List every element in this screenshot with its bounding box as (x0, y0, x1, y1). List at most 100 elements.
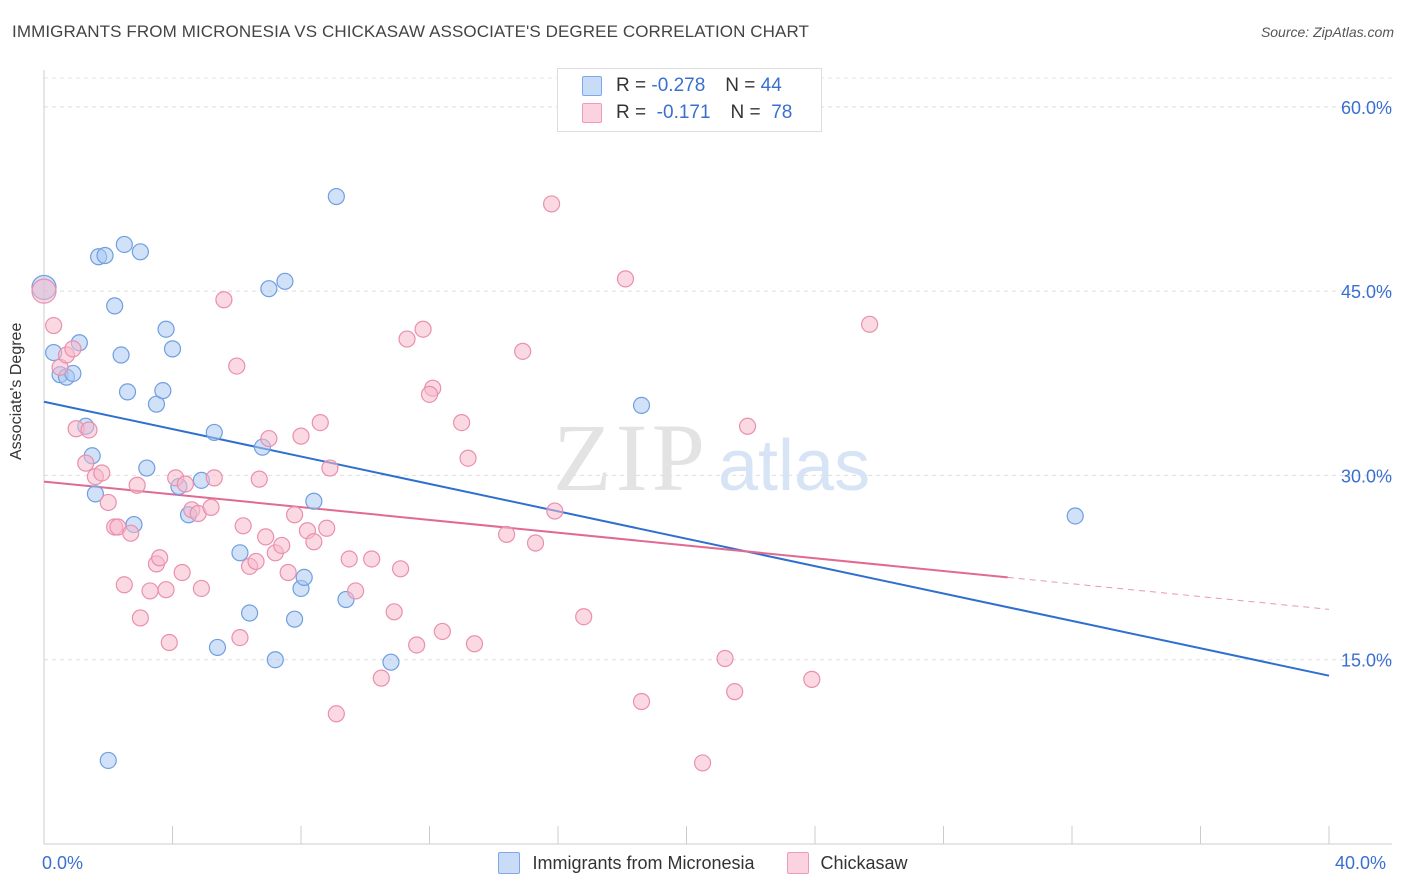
series-swatch-blue (498, 852, 521, 874)
point-chickasaw (693, 754, 712, 772)
point-chickasaw (363, 550, 381, 568)
point-chickasaw (45, 316, 63, 335)
series-label: Chickasaw (820, 852, 908, 873)
point-micronesia (138, 459, 156, 477)
correlation-legend: R = -0.278 N = 44 R = -0.171 N = 78 (557, 68, 822, 132)
point-micronesia (632, 396, 651, 414)
point-micronesia (382, 653, 400, 671)
point-chickasaw (414, 320, 432, 338)
point-chickasaw (738, 417, 757, 435)
series-legend-item-micronesia[interactable]: Immigrants from Micronesia (498, 852, 755, 874)
point-chickasaw (77, 454, 95, 472)
point-chickasaw (453, 414, 471, 432)
point-chickasaw (99, 493, 117, 512)
x-tick-label-max: 40.0% (1335, 853, 1387, 873)
x-tick-label-min: 0.0% (42, 853, 84, 873)
point-micronesia (266, 651, 284, 669)
point-chickasaw (231, 628, 249, 647)
point-micronesia (260, 280, 278, 298)
point-micronesia (276, 272, 294, 290)
point-chickasaw (420, 385, 439, 403)
point-chickasaw (305, 533, 323, 551)
point-chickasaw (279, 563, 297, 582)
point-chickasaw (861, 315, 879, 333)
point-chickasaw (31, 278, 57, 304)
point-chickasaw (433, 622, 451, 641)
point-chickasaw (385, 603, 403, 621)
point-chickasaw (632, 692, 651, 711)
point-micronesia (106, 297, 124, 315)
point-chickasaw (122, 524, 140, 542)
point-micronesia (115, 235, 133, 254)
point-chickasaw (726, 683, 744, 701)
point-chickasaw (257, 528, 275, 546)
point-micronesia (131, 243, 149, 261)
watermark-zip: ZIP (553, 404, 709, 511)
y-tick-label: 60.0% (1341, 98, 1392, 118)
watermark-atlas: atlas (718, 426, 870, 506)
y-axis-label: Associate's Degree (8, 322, 25, 460)
trend-line-extension (1007, 576, 1330, 610)
legend-n-value: 44 (760, 75, 782, 96)
point-chickasaw (347, 582, 365, 600)
point-micronesia (96, 246, 114, 265)
point-chickasaw (292, 427, 310, 445)
point-chickasaw (247, 552, 265, 571)
point-micronesia (112, 346, 130, 364)
legend-row-chickasaw: R = -0.171 N = 78 (582, 101, 792, 125)
point-chickasaw (260, 429, 278, 448)
series-label: Immigrants from Micronesia (532, 852, 755, 873)
legend-r-label: R = (616, 102, 647, 123)
axes (43, 70, 1392, 845)
point-chickasaw (192, 579, 211, 598)
watermark: ZIP atlas (553, 404, 870, 511)
point-chickasaw (526, 534, 545, 552)
source-label: Source: ZipAtlas.com (1260, 24, 1394, 40)
y-tick-labels: 15.0% 30.0% 45.0% 60.0% (1341, 98, 1392, 671)
series-legend: Immigrants from Micronesia Chickasaw (0, 852, 1406, 874)
point-chickasaw (514, 342, 532, 360)
point-chickasaw (318, 519, 336, 537)
point-chickasaw (311, 414, 329, 432)
series-legend-item-chickasaw[interactable]: Chickasaw (786, 852, 908, 874)
point-chickasaw (546, 502, 564, 520)
point-chickasaw (273, 536, 291, 555)
y-tick-label: 30.0% (1341, 466, 1392, 486)
legend-row-micronesia: R = -0.278 N = 44 (582, 74, 782, 98)
legend-swatch-blue (582, 76, 602, 96)
point-micronesia (285, 610, 304, 628)
point-chickasaw (93, 464, 111, 482)
point-micronesia (1066, 507, 1084, 525)
legend-n-value: 78 (771, 102, 793, 123)
point-chickasaw (141, 582, 159, 600)
series-swatch-pink (786, 852, 809, 874)
legend-r-value: -0.278 (651, 75, 706, 96)
point-micronesia (205, 423, 223, 442)
point-chickasaw (391, 560, 410, 578)
trend-line-chickasaw (43, 480, 1008, 579)
point-chickasaw (176, 475, 194, 493)
point-chickasaw (408, 636, 426, 654)
legend-r-label: R = (616, 75, 647, 96)
point-chickasaw (128, 476, 146, 494)
point-micronesia (154, 382, 172, 400)
point-chickasaw (131, 609, 149, 627)
point-chickasaw (173, 563, 191, 582)
point-chickasaw (372, 669, 390, 687)
point-chickasaw (321, 459, 339, 477)
point-chickasaw (465, 635, 484, 653)
point-micronesia (163, 340, 182, 358)
point-chickasaw (285, 506, 304, 524)
point-chickasaw (205, 469, 223, 487)
point-micronesia (86, 485, 105, 503)
legend-n-label: N = (730, 102, 761, 123)
chart-title: IMMIGRANTS FROM MICRONESIA VS CHICKASAW … (12, 22, 810, 41)
point-chickasaw (160, 633, 178, 652)
y-tick-label: 15.0% (1341, 651, 1392, 671)
point-chickasaw (716, 649, 734, 668)
point-chickasaw (250, 470, 268, 488)
point-chickasaw (64, 340, 82, 358)
point-chickasaw (202, 498, 220, 516)
point-micronesia (295, 568, 313, 587)
point-chickasaw (228, 357, 246, 375)
